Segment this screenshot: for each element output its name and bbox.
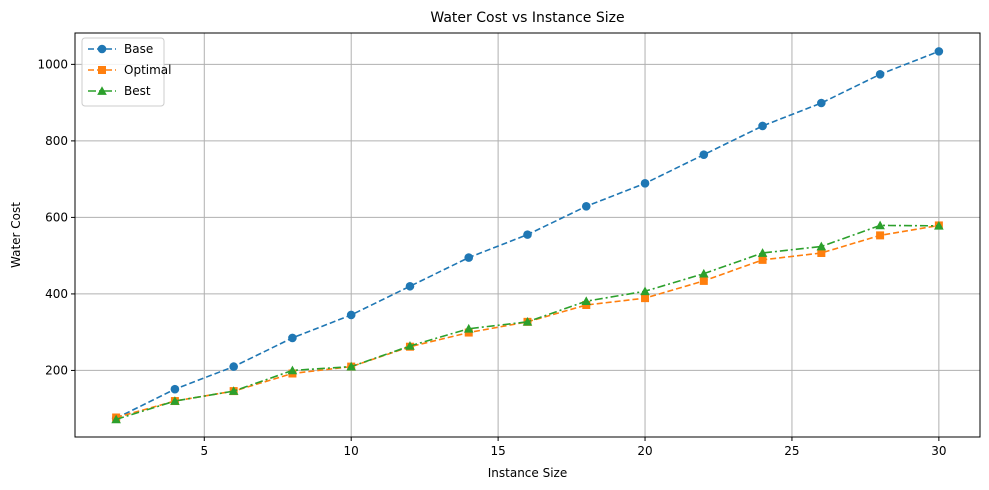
data-point-base (170, 384, 180, 394)
y-axis-label: Water Cost (9, 202, 23, 268)
data-point-best (581, 296, 592, 306)
legend-item-base: Base (88, 42, 153, 56)
data-point-best (463, 323, 474, 333)
legend-label-optimal: Optimal (124, 63, 171, 77)
data-point-optimal (876, 231, 885, 240)
plot-frame (74, 32, 981, 438)
data-point-base (699, 150, 709, 159)
x-tick-label: 20 (637, 444, 652, 458)
data-point-base (523, 230, 532, 239)
data-point-optimal (817, 248, 826, 257)
legend-label-base: Base (124, 42, 153, 56)
data-point-best (875, 220, 885, 230)
data-point-best (934, 221, 944, 230)
legend-marker-optimal (98, 66, 106, 74)
legend-item-best: Best (88, 84, 151, 98)
data-point-best (522, 317, 533, 326)
legend-marker-best (97, 86, 107, 95)
y-tick-label: 800 (45, 134, 68, 148)
x-tick-label: 30 (931, 444, 946, 458)
data-point-optimal (758, 255, 767, 264)
y-tick-label: 400 (45, 287, 68, 301)
data-point-best (640, 286, 650, 296)
x-tick-label: 10 (344, 444, 359, 458)
ticks: 5 10 15 20 25 30 200 400 600 800 1000 (37, 57, 946, 458)
x-axis-label: Instance Size (488, 466, 568, 480)
legend: Base Optimal Best (81, 37, 171, 107)
x-tick-label: 15 (490, 444, 505, 458)
legend-marker-base (97, 44, 107, 54)
data-point-base (875, 70, 885, 79)
grid (75, 33, 980, 437)
data-point-base (934, 47, 944, 56)
data-point-base (229, 362, 238, 371)
y-tick-label: 200 (45, 363, 68, 377)
y-tick-label: 600 (45, 210, 68, 224)
data-point-base (346, 310, 356, 320)
data-point-base (288, 333, 297, 343)
data-point-best (228, 386, 239, 395)
data-point-base (640, 179, 650, 188)
data-point-base (405, 281, 415, 291)
series-base (111, 47, 944, 423)
data-point-best (698, 268, 709, 278)
data-point-best (757, 248, 768, 257)
data-point-best (346, 361, 357, 371)
data-point-best (287, 365, 298, 375)
data-point-optimal (641, 294, 650, 303)
legend-item-optimal: Optimal (88, 63, 171, 77)
data-point-base (581, 202, 591, 211)
data-point-base (464, 253, 474, 262)
data-point-best (816, 241, 827, 251)
data-point-best (405, 341, 415, 350)
data-point-best (170, 396, 180, 405)
series-line-best (115, 224, 939, 421)
x-tick-label: 25 (784, 444, 799, 458)
data-point-optimal (699, 276, 708, 285)
series-layer (111, 47, 944, 424)
y-tick-label: 1000 (37, 57, 68, 71)
data-point-base (817, 98, 826, 108)
chart-title: Water Cost vs Instance Size (430, 10, 624, 26)
x-tick-label: 5 (200, 444, 208, 458)
legend-label-best: Best (124, 84, 151, 98)
data-point-best (111, 414, 121, 424)
series-best (111, 220, 944, 424)
data-point-base (758, 121, 767, 131)
